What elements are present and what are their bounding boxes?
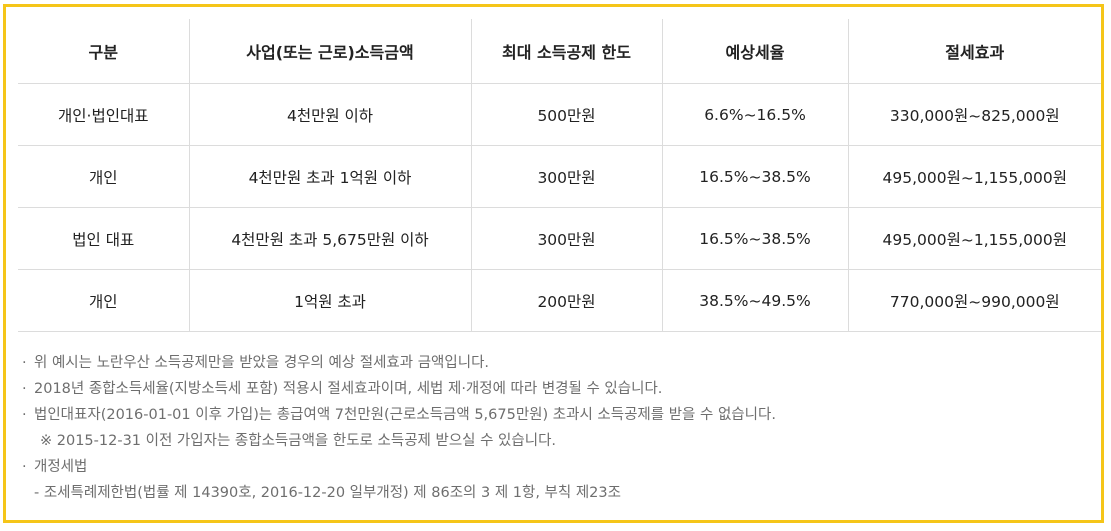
footnote-item: · 법인대표자(2016-01-01 이후 가입)는 총급여액 7천만원(근로소득… xyxy=(22,402,1092,428)
bullet-dot: · xyxy=(22,355,27,371)
cell-category: 개인 xyxy=(18,145,190,208)
cell-tax-rate: 6.6%~16.5% xyxy=(661,83,849,146)
header-tax-saving: 절세효과 xyxy=(847,19,1101,84)
bullet-dot: · xyxy=(22,381,27,397)
cell-category: 개인 xyxy=(18,269,190,332)
cell-tax-rate: 38.5%~49.5% xyxy=(661,269,849,332)
table-row: 법인 대표 4천만원 초과 5,675만원 이하 300만원 16.5%~38.… xyxy=(18,207,1101,270)
footnote-item: · 2018년 종합소득세율(지방소득세 포함) 적용시 절세효과이며, 세법 제… xyxy=(22,376,1092,402)
cell-tax-rate: 16.5%~38.5% xyxy=(661,207,849,270)
footnotes: · 위 예시는 노란우산 소득공제만을 받았을 경우의 예상 절세효과 금액입니다… xyxy=(22,350,1092,506)
cell-max-deduction: 200만원 xyxy=(470,269,663,332)
header-category: 구분 xyxy=(18,19,190,84)
cell-max-deduction: 300만원 xyxy=(470,207,663,270)
cell-tax-saving: 770,000원~990,000원 xyxy=(847,269,1101,332)
tax-benefit-table: 구분 사업(또는 근로)소득금액 최대 소득공제 한도 예상세율 절세효과 개인… xyxy=(18,19,1101,332)
bullet-dot: · xyxy=(22,407,27,423)
cell-income-amount: 1억원 초과 xyxy=(188,269,472,332)
footnote-text: 위 예시는 노란우산 소득공제만을 받았을 경우의 예상 절세효과 금액입니다. xyxy=(34,355,490,371)
header-income-amount: 사업(또는 근로)소득금액 xyxy=(188,19,472,84)
table-header-row: 구분 사업(또는 근로)소득금액 최대 소득공제 한도 예상세율 절세효과 xyxy=(18,19,1101,84)
table-row: 개인 1억원 초과 200만원 38.5%~49.5% 770,000원~990… xyxy=(18,269,1101,332)
table-row: 개인 4천만원 초과 1억원 이하 300만원 16.5%~38.5% 495,… xyxy=(18,145,1101,208)
footnote-subnote: ※ 2015-12-31 이전 가입자는 종합소득금액을 한도로 소득공제 받으… xyxy=(22,428,1092,454)
cell-tax-saving: 330,000원~825,000원 xyxy=(847,83,1101,146)
cell-income-amount: 4천만원 초과 5,675만원 이하 xyxy=(188,207,472,270)
bullet-dot: · xyxy=(22,459,27,475)
footnote-text: ※ 2015-12-31 이전 가입자는 종합소득금액을 한도로 소득공제 받으… xyxy=(40,433,557,449)
cell-tax-saving: 495,000원~1,155,000원 xyxy=(847,207,1101,270)
header-max-deduction: 최대 소득공제 한도 xyxy=(470,19,663,84)
cell-max-deduction: 500만원 xyxy=(470,83,663,146)
cell-income-amount: 4천만원 이하 xyxy=(188,83,472,146)
cell-income-amount: 4천만원 초과 1억원 이하 xyxy=(188,145,472,208)
footnote-text: 개정세법 xyxy=(34,459,88,475)
cell-tax-saving: 495,000원~1,155,000원 xyxy=(847,145,1101,208)
table-row: 개인·법인대표 4천만원 이하 500만원 6.6%~16.5% 330,000… xyxy=(18,83,1101,146)
cell-max-deduction: 300만원 xyxy=(470,145,663,208)
footnote-text: - 조세특례제한법(법률 제 14390호, 2016-12-20 일부개정) … xyxy=(34,485,621,501)
footnote-subnote: - 조세특례제한법(법률 제 14390호, 2016-12-20 일부개정) … xyxy=(22,480,1092,506)
footnote-item: · 위 예시는 노란우산 소득공제만을 받았을 경우의 예상 절세효과 금액입니다… xyxy=(22,350,1092,376)
cell-tax-rate: 16.5%~38.5% xyxy=(661,145,849,208)
tax-benefit-panel: 구분 사업(또는 근로)소득금액 최대 소득공제 한도 예상세율 절세효과 개인… xyxy=(3,4,1104,523)
footnote-text: 법인대표자(2016-01-01 이후 가입)는 총급여액 7천만원(근로소득금… xyxy=(34,407,776,423)
footnote-item: · 개정세법 xyxy=(22,454,1092,480)
footnote-text: 2018년 종합소득세율(지방소득세 포함) 적용시 절세효과이며, 세법 제·… xyxy=(34,381,663,397)
cell-category: 법인 대표 xyxy=(18,207,190,270)
cell-category: 개인·법인대표 xyxy=(18,83,190,146)
header-expected-tax-rate: 예상세율 xyxy=(661,19,849,84)
